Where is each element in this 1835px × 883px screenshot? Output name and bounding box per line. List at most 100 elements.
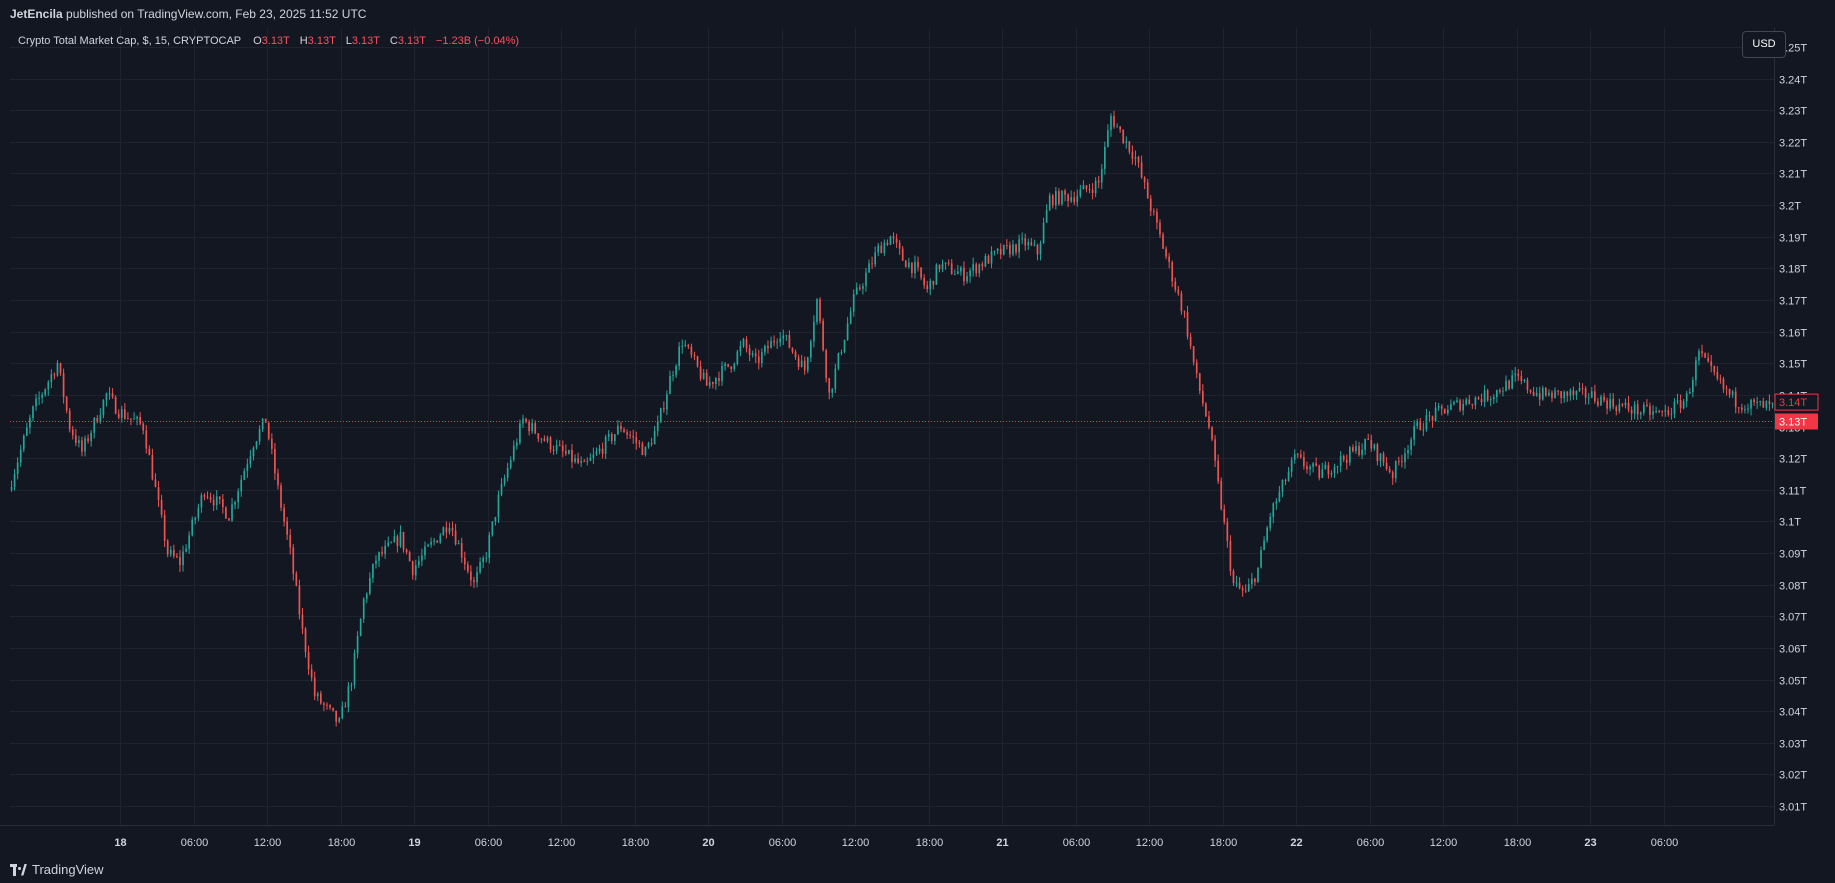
candle-body — [491, 521, 494, 536]
candle-body — [690, 346, 693, 355]
candle-body — [586, 460, 589, 462]
symbol-name[interactable]: Crypto Total Market Cap, $, 15, CRYPTOCA… — [18, 35, 241, 47]
open-value: 3.13T — [261, 35, 290, 47]
candle-body — [396, 536, 399, 546]
candle-body — [1474, 397, 1477, 406]
candle-body — [797, 357, 800, 368]
y-tick-label: 3.06T — [1779, 644, 1807, 656]
candle-body — [1597, 401, 1599, 406]
candle-body — [1575, 390, 1578, 395]
candle-body — [231, 504, 233, 521]
candlestick-chart[interactable]: 3.01T 3.02T 3.03T 3.04T 3.05T 3.06T 3.07T 3.08T… — [0, 28, 1835, 857]
candle-body — [1398, 461, 1400, 463]
candle-body — [1042, 222, 1045, 244]
candle-body — [408, 552, 411, 562]
candle-body — [1067, 194, 1069, 202]
candle-body — [1750, 399, 1752, 409]
candle-body — [923, 277, 925, 286]
candle-body — [369, 578, 371, 594]
candle-body — [255, 441, 258, 448]
candle-body — [715, 377, 717, 384]
candles — [10, 110, 1777, 727]
x-tick-label: 18 — [114, 837, 126, 849]
tradingview-logo[interactable]: TradingView — [10, 862, 104, 877]
candle-body — [1235, 582, 1238, 584]
low-label: L — [345, 35, 352, 47]
chart-area[interactable]: 3.01T 3.02T 3.03T 3.04T 3.05T 3.06T 3.07T 3.08T… — [0, 28, 1835, 857]
candle-body — [1085, 185, 1088, 189]
close-label: C — [389, 35, 398, 47]
candle-body — [1192, 346, 1195, 363]
candle-body — [460, 543, 463, 558]
candle-body — [852, 294, 855, 312]
candle-body — [1281, 479, 1284, 492]
candle-body — [1030, 242, 1033, 245]
candle-body — [1489, 399, 1492, 401]
candle-body — [457, 543, 460, 545]
candle-body — [1670, 413, 1673, 415]
candle-body — [1505, 380, 1507, 392]
candle-body — [1232, 571, 1235, 584]
candle-body — [35, 398, 37, 407]
publish-text: published on TradingView.com, Feb 23, 20… — [66, 7, 367, 21]
candle-body — [463, 557, 466, 565]
candle-body — [1229, 541, 1232, 572]
y-tick-label: 3.19T — [1779, 233, 1807, 245]
candle-body — [779, 338, 782, 343]
candle-body — [384, 545, 386, 554]
candle-body — [828, 378, 831, 393]
candle-body — [1217, 460, 1219, 482]
y-tick-label: 3.21T — [1779, 169, 1807, 181]
candle-body — [1618, 404, 1621, 411]
candle-body — [1728, 388, 1731, 395]
candle-body — [598, 448, 601, 452]
currency-button[interactable]: USD — [1742, 31, 1786, 58]
candle-body — [1462, 404, 1464, 411]
candle-body — [75, 435, 77, 443]
candle-body — [1744, 409, 1746, 411]
y-tick-label: 3.2T — [1779, 201, 1801, 213]
candle-body — [387, 542, 390, 546]
candle-body — [53, 374, 56, 376]
candle-body — [375, 560, 377, 564]
candle-body — [1278, 491, 1281, 502]
author-name[interactable]: JetEncila — [10, 7, 63, 21]
candle-body — [179, 556, 181, 566]
candle-body — [338, 718, 341, 722]
x-tick-label: 12:00 — [254, 837, 282, 849]
candle-body — [1349, 447, 1351, 463]
candle-body — [1652, 411, 1654, 415]
candle-body — [947, 262, 950, 264]
y-tick-label: 3.23T — [1779, 106, 1807, 118]
candle-body — [1548, 392, 1550, 396]
candle-body — [917, 261, 919, 268]
candle-body — [1447, 409, 1449, 414]
candle-body — [944, 262, 947, 264]
candle-body — [1336, 465, 1339, 467]
candle-body — [1355, 445, 1357, 452]
candle-body — [810, 341, 812, 358]
candle-body — [454, 530, 457, 545]
x-tick-label: 06:00 — [181, 837, 209, 849]
candle-body — [1140, 162, 1143, 178]
candle-body — [433, 540, 435, 542]
y-tick-label: 3.25T — [1779, 43, 1807, 55]
candle-body — [22, 435, 25, 450]
candle-body — [889, 236, 892, 245]
candle-body — [1578, 388, 1581, 391]
candle-body — [696, 356, 699, 367]
candle-body — [323, 703, 325, 705]
candle-body — [1753, 399, 1755, 403]
candle-body — [806, 357, 809, 371]
candle-body — [44, 389, 47, 395]
current-price-label: 3.13T — [1779, 417, 1807, 429]
candle-body — [1269, 516, 1272, 528]
candle-body — [935, 264, 938, 285]
candle-body — [516, 442, 518, 446]
candle-body — [549, 437, 552, 450]
candle-body — [87, 438, 89, 442]
current-price-box — [1775, 413, 1818, 430]
candle-body — [1416, 420, 1419, 427]
candle-body — [1327, 464, 1330, 475]
candle-body — [1094, 180, 1097, 194]
